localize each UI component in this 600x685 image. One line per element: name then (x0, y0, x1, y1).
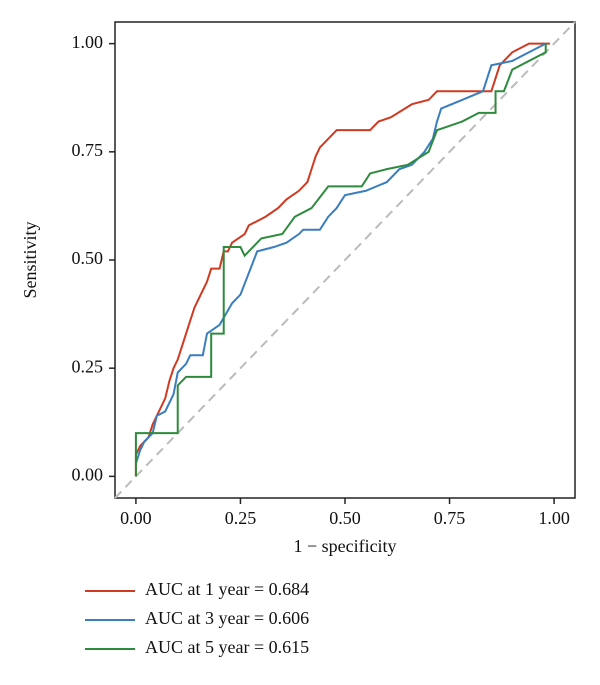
y-tick-label: 0.25 (72, 356, 104, 376)
x-tick-label: 0.00 (120, 508, 152, 528)
x-tick-label: 0.50 (329, 508, 361, 528)
x-tick-label: 0.25 (225, 508, 257, 528)
legend-label: AUC at 5 year = 0.615 (145, 637, 309, 657)
y-tick-label: 0.75 (72, 140, 104, 160)
legend-label: AUC at 3 year = 0.606 (145, 608, 309, 628)
roc-curve (134, 42, 550, 477)
roc-curve (134, 42, 547, 464)
x-tick-label: 1.00 (538, 508, 570, 528)
reference-diagonal (114, 21, 576, 499)
x-tick-label: 0.75 (434, 508, 466, 528)
y-tick-label: 0.50 (72, 248, 104, 268)
legend-label: AUC at 1 year = 0.684 (145, 579, 309, 599)
y-tick-label: 0.00 (72, 464, 104, 484)
y-tick-label: 1.00 (72, 32, 104, 52)
y-axis-label: Sensitivity (20, 221, 40, 298)
x-axis-label: 1 − specificity (293, 536, 396, 556)
roc-curve (134, 43, 547, 477)
